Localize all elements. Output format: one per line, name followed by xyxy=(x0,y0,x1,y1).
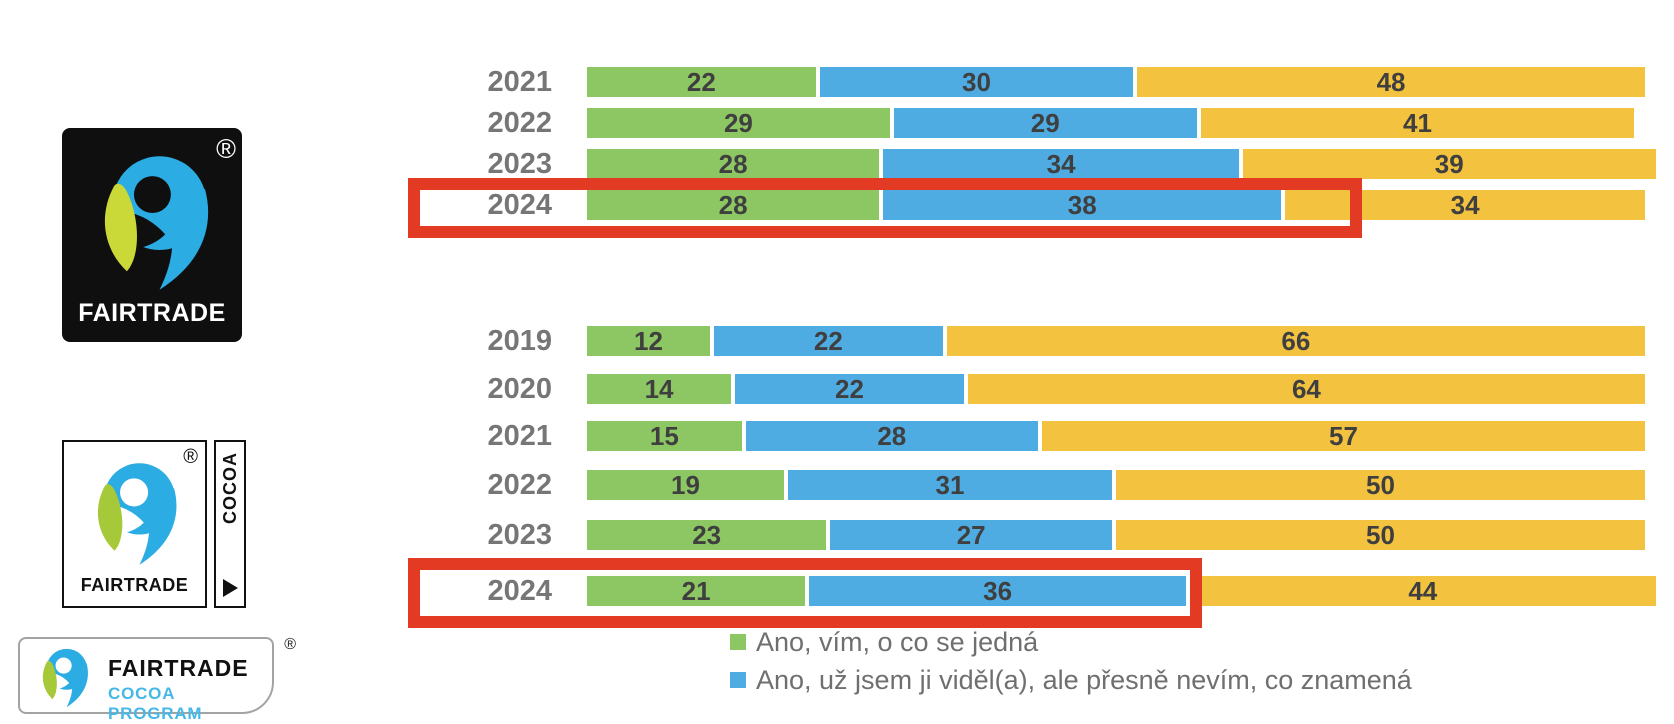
bar-segment: 50 xyxy=(1115,520,1645,550)
fairtrade-symbol-icon xyxy=(80,150,222,296)
bar-segment: 28 xyxy=(587,149,884,179)
fairtrade-mark-logo: ® FAIRTRADE xyxy=(62,128,242,342)
bar-segment: 48 xyxy=(1137,67,1645,97)
fairtrade-symbol-icon xyxy=(32,647,94,709)
highlight-box-2024 xyxy=(408,178,1362,238)
bar-segment: 27 xyxy=(830,520,1116,550)
fairtrade-cocoa-program-line2: COCOA PROGRAM xyxy=(108,684,203,723)
year-label: 2024 xyxy=(487,189,552,221)
bar-segment: 12 xyxy=(587,326,714,356)
fairtrade-mark-label: FAIRTRADE xyxy=(78,299,226,327)
bar-segment: 64 xyxy=(967,374,1645,404)
year-label: 2023 xyxy=(487,519,552,551)
fairtrade-cocoa-program-line1: FAIRTRADE xyxy=(108,655,249,681)
cocoa-side-strip: COCOA xyxy=(214,440,246,608)
registered-trademark-icon: ® xyxy=(183,446,198,468)
year-label: 2021 xyxy=(487,66,552,98)
bar-row-fairtrade-cocoa-awareness-2021: 15 28 57 xyxy=(587,421,1645,451)
bar-row-fairtrade-mark-awareness-2021: 22 30 48 xyxy=(587,67,1645,97)
bar-segment: 15 xyxy=(587,421,746,451)
bar-segment: 38 xyxy=(883,190,1286,220)
fairtrade-cocoa-program-logo: FAIRTRADE COCOA PROGRAM ® xyxy=(18,636,296,723)
bar-segment: 30 xyxy=(819,67,1138,97)
bar-row-fairtrade-cocoa-awareness-2019: 12 22 66 xyxy=(587,326,1645,356)
bar-row-fairtrade-cocoa-awareness-2023: 23 27 50 xyxy=(587,520,1645,550)
registered-trademark-icon: ® xyxy=(284,636,296,653)
bar-segment: 28 xyxy=(745,421,1042,451)
bar-segment: 21 xyxy=(587,576,810,606)
bar-segment: 31 xyxy=(788,470,1116,500)
bar-segment: 57 xyxy=(1041,421,1645,451)
legend-item: Ano, už jsem ji viděl(a), ale přesně nev… xyxy=(730,664,1412,695)
bar-segment: 29 xyxy=(893,108,1201,138)
legend-label: Ano, už jsem ji viděl(a), ale přesně nev… xyxy=(756,664,1412,695)
fairtrade-symbol-icon xyxy=(79,458,187,570)
bar-row-fairtrade-cocoa-awareness-2020: 14 22 64 xyxy=(587,374,1645,404)
year-label: 2021 xyxy=(487,420,552,452)
bar-segment: 36 xyxy=(809,576,1191,606)
year-label: 2022 xyxy=(487,107,552,139)
bar-row-fairtrade-mark-awareness-2024: 28 38 34 xyxy=(587,190,1645,220)
bar-row-fairtrade-mark-awareness-2023: 28 34 39 xyxy=(587,149,1656,179)
bar-segment: 39 xyxy=(1242,149,1656,179)
bar-segment: 22 xyxy=(735,374,968,404)
bar-segment: 34 xyxy=(883,149,1243,179)
year-label: 2024 xyxy=(487,575,552,607)
legend-item: Ano, vím, o co se jedná xyxy=(730,626,1039,657)
bar-segment: 41 xyxy=(1200,108,1635,138)
legend-label: Ano, vím, o co se jedná xyxy=(756,626,1039,657)
bar-row-fairtrade-cocoa-awareness-2022: 19 31 50 xyxy=(587,470,1645,500)
bar-segment: 22 xyxy=(713,326,947,356)
bar-segment: 14 xyxy=(587,374,736,404)
fairtrade-cocoa-logo: ® FAIRTRADE COCOA xyxy=(62,440,246,608)
bar-segment: 66 xyxy=(946,326,1645,356)
year-label: 2023 xyxy=(487,148,552,180)
bar-segment: 29 xyxy=(587,108,894,138)
bar-segment: 19 xyxy=(587,470,789,500)
highlight-box-2024 xyxy=(408,558,1202,628)
fairtrade-cocoa-label: FAIRTRADE xyxy=(80,575,189,595)
fairtrade-cocoa-logo-main: ® FAIRTRADE xyxy=(62,440,207,608)
legend-swatch xyxy=(730,672,746,688)
registered-trademark-icon: ® xyxy=(216,134,236,164)
bar-segment: 44 xyxy=(1190,576,1656,606)
bar-segment: 23 xyxy=(587,520,831,550)
year-label: 2020 xyxy=(487,373,552,405)
arrow-right-icon xyxy=(222,579,238,597)
fairtrade-cocoa-program-box: FAIRTRADE COCOA PROGRAM xyxy=(18,637,274,723)
year-label: 2019 xyxy=(487,325,552,357)
bar-segment: 34 xyxy=(1285,190,1645,220)
year-label: 2022 xyxy=(487,469,552,501)
bar-row-fairtrade-cocoa-awareness-2024: 21 36 44 xyxy=(587,576,1656,606)
fairtrade-cocoa-program-text: FAIRTRADE COCOA PROGRAM xyxy=(108,655,272,724)
bar-row-fairtrade-mark-awareness-2022: 29 29 41 xyxy=(587,108,1635,138)
bar-segment: 22 xyxy=(587,67,820,97)
bar-segment: 28 xyxy=(587,190,884,220)
bar-segment: 50 xyxy=(1115,470,1645,500)
legend-swatch xyxy=(730,634,746,650)
